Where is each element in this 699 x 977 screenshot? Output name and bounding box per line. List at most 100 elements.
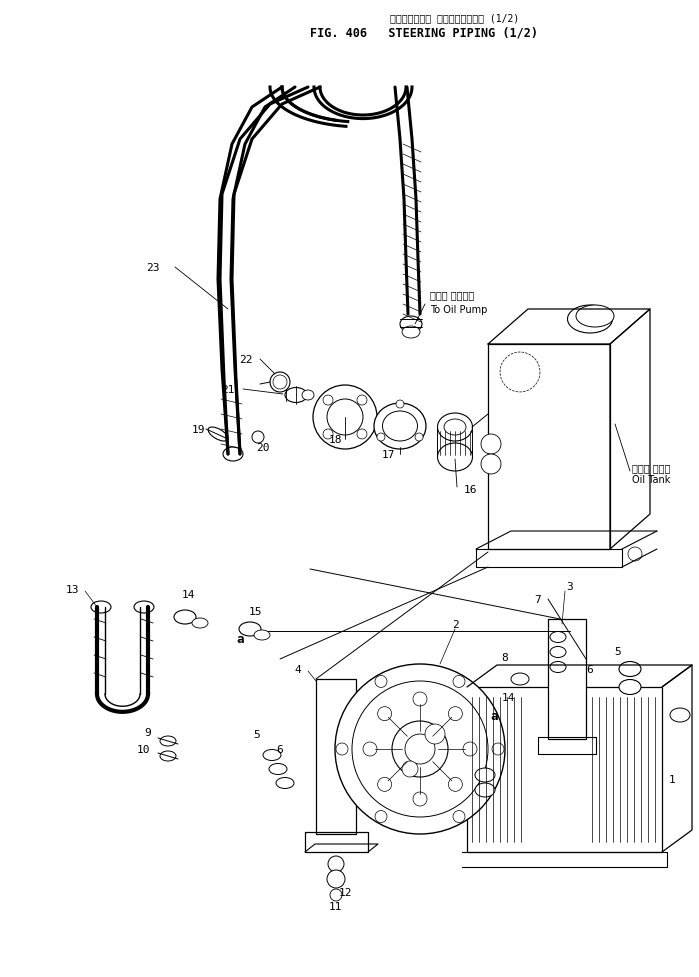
- Circle shape: [252, 432, 264, 444]
- Text: オイル ポンプへ: オイル ポンプへ: [430, 290, 474, 300]
- Ellipse shape: [285, 388, 307, 404]
- Text: 15: 15: [248, 607, 261, 616]
- Circle shape: [377, 707, 391, 721]
- Text: 17: 17: [381, 449, 395, 459]
- Circle shape: [481, 435, 501, 454]
- Ellipse shape: [438, 444, 473, 472]
- Circle shape: [357, 430, 367, 440]
- Circle shape: [392, 721, 448, 778]
- Text: 19: 19: [192, 425, 205, 435]
- Circle shape: [425, 724, 445, 744]
- Text: Oil Tank: Oil Tank: [632, 475, 670, 485]
- Text: 9: 9: [145, 727, 152, 738]
- Text: 8: 8: [502, 653, 508, 662]
- Text: 5: 5: [254, 729, 260, 740]
- Text: 5: 5: [614, 647, 621, 657]
- Circle shape: [375, 676, 387, 688]
- Text: 21: 21: [222, 385, 235, 395]
- Ellipse shape: [254, 630, 270, 640]
- Text: a: a: [490, 709, 498, 723]
- Ellipse shape: [263, 749, 281, 761]
- Circle shape: [270, 372, 290, 393]
- Circle shape: [336, 743, 348, 755]
- Text: 12: 12: [338, 887, 352, 897]
- Text: 11: 11: [329, 901, 342, 912]
- Circle shape: [628, 547, 642, 562]
- Circle shape: [352, 681, 488, 817]
- Ellipse shape: [475, 768, 495, 783]
- Ellipse shape: [619, 661, 641, 677]
- Text: 14: 14: [181, 589, 195, 599]
- Bar: [488, 345, 610, 549]
- Text: 6: 6: [277, 744, 283, 754]
- Ellipse shape: [91, 602, 111, 614]
- Circle shape: [405, 735, 435, 764]
- Circle shape: [463, 743, 477, 756]
- Text: 2: 2: [452, 619, 459, 629]
- Ellipse shape: [400, 317, 422, 332]
- Circle shape: [375, 811, 387, 823]
- Ellipse shape: [302, 391, 314, 401]
- Circle shape: [415, 434, 423, 442]
- Circle shape: [377, 434, 385, 442]
- Circle shape: [357, 396, 367, 405]
- Circle shape: [330, 889, 342, 901]
- Text: 16: 16: [463, 485, 477, 494]
- Text: オイル タンク: オイル タンク: [632, 462, 670, 473]
- Ellipse shape: [475, 784, 495, 797]
- Text: 22: 22: [239, 355, 253, 364]
- Text: To Oil Pump: To Oil Pump: [430, 305, 487, 315]
- Text: 18: 18: [329, 435, 342, 445]
- Ellipse shape: [134, 602, 154, 614]
- Bar: [548, 619, 586, 740]
- Circle shape: [327, 400, 363, 436]
- Ellipse shape: [160, 751, 176, 761]
- Ellipse shape: [576, 306, 614, 327]
- Text: 7: 7: [535, 594, 541, 605]
- Text: 3: 3: [567, 581, 573, 591]
- Text: ステアリングゝ ハゝイヒゝングゝ (1/2): ステアリングゝ ハゝイヒゝングゝ (1/2): [390, 13, 519, 23]
- Text: 23: 23: [146, 263, 160, 273]
- Circle shape: [448, 778, 462, 791]
- Ellipse shape: [402, 326, 420, 339]
- Circle shape: [335, 664, 505, 834]
- Ellipse shape: [619, 680, 641, 695]
- Text: 6: 6: [586, 664, 593, 674]
- Text: 1: 1: [669, 774, 675, 785]
- Circle shape: [413, 693, 427, 706]
- Ellipse shape: [568, 306, 612, 334]
- Text: 10: 10: [136, 744, 150, 754]
- Circle shape: [323, 430, 333, 440]
- Ellipse shape: [470, 736, 488, 748]
- Ellipse shape: [511, 673, 529, 685]
- Ellipse shape: [276, 778, 294, 788]
- Ellipse shape: [470, 756, 488, 769]
- Text: a: a: [236, 633, 244, 646]
- Circle shape: [331, 874, 341, 884]
- Text: FIG. 406   STEERING PIPING (1/2): FIG. 406 STEERING PIPING (1/2): [310, 26, 538, 39]
- Ellipse shape: [374, 404, 426, 449]
- Circle shape: [273, 375, 287, 390]
- Bar: [467, 687, 662, 852]
- Ellipse shape: [670, 708, 690, 722]
- Ellipse shape: [550, 632, 566, 643]
- Ellipse shape: [444, 419, 466, 436]
- Circle shape: [313, 386, 377, 449]
- Circle shape: [377, 778, 391, 791]
- Ellipse shape: [550, 661, 566, 673]
- Bar: [316, 679, 356, 834]
- Circle shape: [492, 743, 504, 755]
- Circle shape: [363, 743, 377, 756]
- Circle shape: [448, 707, 462, 721]
- Circle shape: [453, 676, 465, 688]
- Circle shape: [327, 871, 345, 888]
- Circle shape: [323, 396, 333, 405]
- Circle shape: [481, 454, 501, 475]
- Ellipse shape: [160, 737, 176, 746]
- Ellipse shape: [550, 647, 566, 658]
- Circle shape: [328, 856, 344, 872]
- Ellipse shape: [239, 622, 261, 636]
- Ellipse shape: [208, 428, 228, 442]
- Text: 13: 13: [65, 584, 79, 594]
- Circle shape: [396, 401, 404, 408]
